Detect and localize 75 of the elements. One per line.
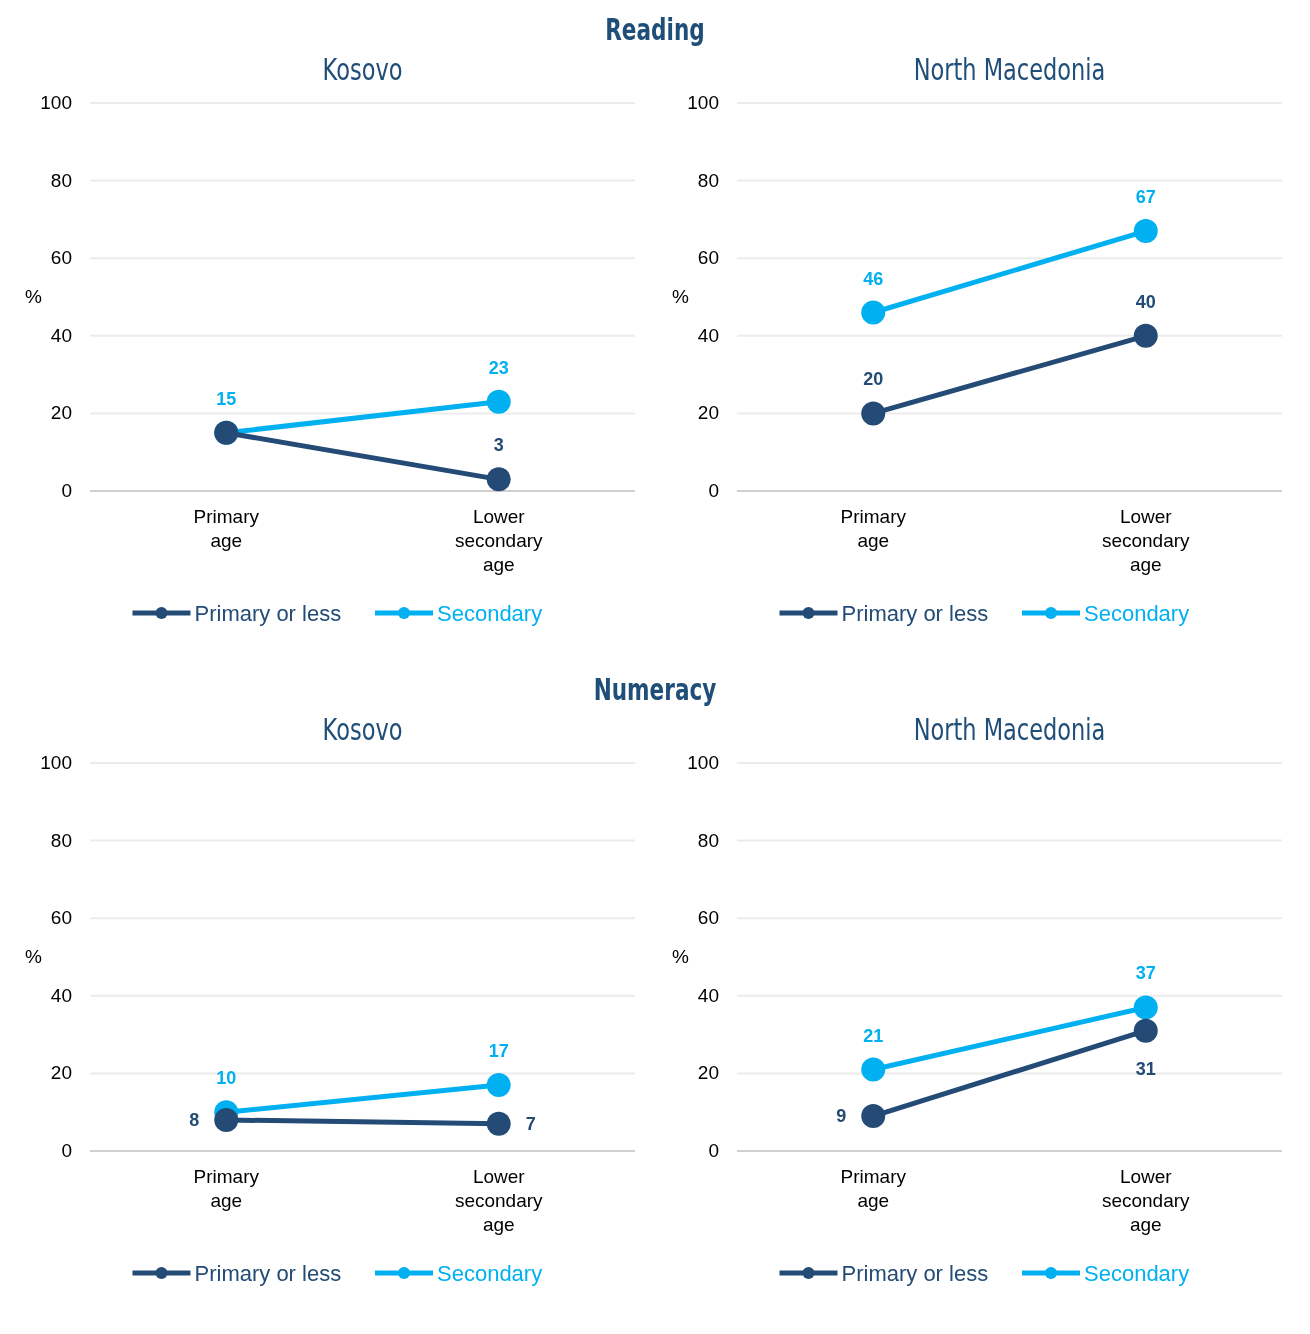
data-label: 40 bbox=[1135, 291, 1156, 312]
legend-label: Primary or less bbox=[194, 601, 342, 626]
y-axis-title: % bbox=[672, 946, 689, 967]
point bbox=[1133, 323, 1158, 348]
y-tick-label: 60 bbox=[697, 907, 719, 929]
data-label: 10 bbox=[216, 1068, 237, 1089]
data-label: 3 bbox=[493, 435, 504, 456]
y-tick-label: 20 bbox=[697, 1062, 719, 1084]
point bbox=[486, 467, 511, 492]
legend-label: Secondary bbox=[1084, 601, 1190, 626]
y-tick-label: 40 bbox=[697, 984, 719, 1006]
x-tick-label: Lower secondary age bbox=[454, 1166, 544, 1235]
point bbox=[861, 300, 886, 325]
point bbox=[486, 389, 511, 414]
legend-label: Primary or less bbox=[194, 1261, 342, 1286]
y-tick-label: 20 bbox=[697, 402, 719, 424]
legend-label: Secondary bbox=[1084, 1261, 1190, 1286]
point bbox=[861, 401, 886, 426]
y-tick-label: 80 bbox=[50, 169, 72, 191]
y-tick-label: 80 bbox=[50, 829, 72, 851]
point bbox=[1133, 1018, 1158, 1043]
chart-title: Reading bbox=[605, 12, 705, 47]
y-tick-label: 20 bbox=[50, 402, 72, 424]
x-tick-label: Lower secondary age bbox=[1101, 506, 1191, 575]
y-tick-label: 60 bbox=[50, 247, 72, 269]
y-tick-label: 40 bbox=[50, 324, 72, 346]
legend-label: Secondary bbox=[437, 601, 543, 626]
legend-label: Primary or less bbox=[841, 1261, 989, 1286]
y-tick-label: 100 bbox=[687, 752, 719, 773]
data-label: 67 bbox=[1135, 187, 1156, 208]
y-tick-label: 100 bbox=[40, 752, 72, 773]
data-label: 20 bbox=[863, 369, 884, 390]
data-label: 37 bbox=[1135, 963, 1156, 984]
y-tick-label: 60 bbox=[697, 247, 719, 269]
data-label: 9 bbox=[836, 1106, 847, 1127]
chart-subtitle: North Macedonia bbox=[913, 711, 1106, 747]
y-tick-label: 80 bbox=[697, 169, 719, 191]
x-tick-label: Primary age bbox=[193, 1166, 260, 1211]
legend-label: Primary or less bbox=[841, 601, 989, 626]
data-label: 7 bbox=[525, 1113, 536, 1134]
y-tick-label: 60 bbox=[50, 907, 72, 929]
y-tick-label: 0 bbox=[708, 1140, 719, 1161]
chart-subtitle: Kosovo bbox=[322, 711, 403, 747]
x-tick-label: Primary age bbox=[840, 506, 907, 551]
x-tick-label: Primary age bbox=[193, 506, 260, 551]
y-tick-label: 80 bbox=[697, 829, 719, 851]
y-tick-label: 0 bbox=[61, 480, 72, 501]
data-label: 8 bbox=[189, 1109, 200, 1130]
y-axis-title: % bbox=[25, 286, 42, 307]
data-label: 23 bbox=[488, 357, 509, 378]
chart-subtitle: North Macedonia bbox=[913, 51, 1106, 87]
y-axis-title: % bbox=[672, 286, 689, 307]
y-axis-title: % bbox=[25, 946, 42, 967]
y-tick-label: 40 bbox=[697, 324, 719, 346]
y-tick-label: 100 bbox=[40, 92, 72, 113]
data-label: 15 bbox=[216, 388, 237, 409]
y-tick-label: 0 bbox=[708, 480, 719, 501]
point bbox=[1133, 219, 1158, 244]
y-tick-label: 0 bbox=[61, 1140, 72, 1161]
x-tick-label: Lower secondary age bbox=[1101, 1166, 1191, 1235]
y-tick-label: 100 bbox=[687, 92, 719, 113]
point bbox=[861, 1104, 886, 1129]
chart-subtitle: Kosovo bbox=[322, 51, 403, 87]
point bbox=[1133, 995, 1158, 1020]
y-tick-label: 20 bbox=[50, 1062, 72, 1084]
x-tick-label: Primary age bbox=[840, 1166, 907, 1211]
data-label: 31 bbox=[1135, 1058, 1156, 1079]
legend-label: Secondary bbox=[437, 1261, 543, 1286]
y-tick-label: 40 bbox=[50, 984, 72, 1006]
x-tick-label: Lower secondary age bbox=[454, 506, 544, 575]
chart-title: Numeracy bbox=[593, 672, 717, 707]
data-label: 21 bbox=[863, 1025, 884, 1046]
data-label: 46 bbox=[863, 268, 884, 289]
point bbox=[861, 1057, 886, 1082]
data-label: 17 bbox=[488, 1041, 509, 1062]
